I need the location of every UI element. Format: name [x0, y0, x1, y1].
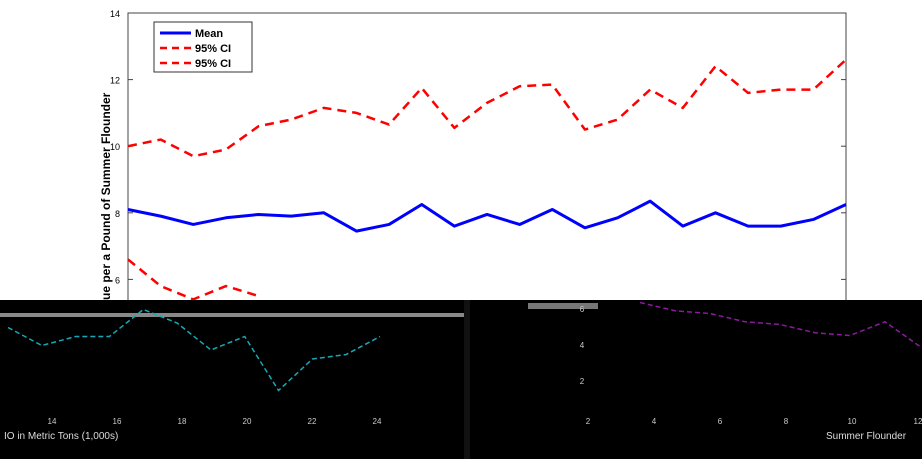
- main-series: [127, 58, 847, 301]
- right-inset-y-tick-label: 4: [580, 341, 585, 350]
- legend-label-ci-lower: 95% CI: [195, 58, 231, 70]
- series-line-1: [127, 58, 847, 158]
- y-axis-label: ue per a Pound of Summer Flounder: [99, 92, 113, 300]
- left-inset-x-tick-label: 16: [113, 417, 122, 426]
- main-chart: 6 8 10 12 14 ue per a Pound of Summer Flound…: [99, 9, 847, 304]
- right-inset-chart: 6 4 2 2 4 6 8 10 12 Summer Flounder: [580, 301, 922, 442]
- legend-label-mean: Mean: [195, 28, 223, 40]
- legend-box: [153, 21, 253, 73]
- overlay-divider: [464, 300, 470, 459]
- left-inset-series: [7, 308, 381, 392]
- y-tick-label: 12: [110, 76, 120, 86]
- y-ticks: 6 8 10 12 14: [110, 9, 846, 285]
- y-tick-label: 10: [110, 142, 120, 152]
- legend-label-ci-upper: 95% CI: [195, 43, 231, 55]
- right-inset-x-ticks: 2 4 6 8 10 12: [586, 417, 922, 426]
- left-inset-x-tick-label: 24: [373, 417, 382, 426]
- right-inset-x-tick-label: 10: [848, 417, 857, 426]
- legend: Mean 95% CI 95% CI: [153, 21, 253, 73]
- y-tick-label: 8: [115, 209, 120, 219]
- overlay-band-white-strip: [0, 313, 470, 317]
- left-inset-x-tick-label: 22: [308, 417, 317, 426]
- right-inset-y-ticks: 6 4 2: [580, 305, 585, 386]
- series-line-0: [127, 199, 847, 233]
- right-inset-x-tick-label: 4: [652, 417, 657, 426]
- overlay-band: [0, 300, 922, 459]
- y-tick-label: 14: [110, 9, 120, 19]
- right-inset-y-tick-label: 6: [580, 305, 585, 314]
- right-inset-x-tick-label: 12: [914, 417, 922, 426]
- left-inset-line-0: [7, 308, 381, 392]
- left-inset-x-label: IO in Metric Tons (1,000s): [4, 431, 118, 442]
- right-inset-y-tick-label: 2: [580, 377, 585, 386]
- right-inset-x-tick-label: 2: [586, 417, 591, 426]
- y-tick-label: 6: [115, 275, 120, 285]
- right-inset-x-tick-label: 6: [718, 417, 723, 426]
- overlay-band-white-strip-right: [528, 303, 598, 309]
- left-inset-x-tick-label: 20: [243, 417, 252, 426]
- series-line-2: [127, 258, 259, 301]
- left-inset-chart: 14 16 18 20 22 24 IO in Metric Tons (1,000s): [4, 308, 382, 442]
- left-inset-x-ticks: 14 16 18 20 22 24: [48, 417, 382, 426]
- right-inset-x-label: Summer Flounder: [826, 431, 907, 442]
- left-inset-x-tick-label: 14: [48, 417, 57, 426]
- right-inset-x-tick-label: 8: [784, 417, 789, 426]
- left-inset-x-tick-label: 18: [178, 417, 187, 426]
